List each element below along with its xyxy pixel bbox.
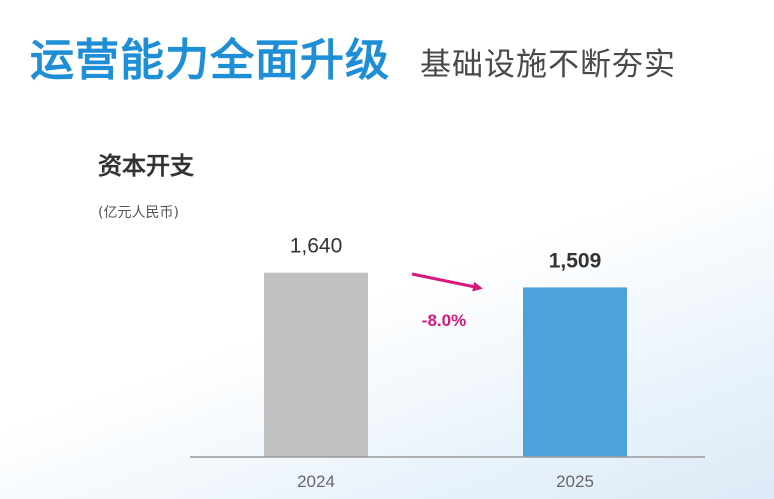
- change-arrow-icon: [411, 272, 483, 292]
- change-label: -8.0%: [422, 311, 466, 330]
- x-tick-label-2025: 2025: [556, 472, 594, 491]
- headline: 运营能力全面升级 基础设施不断夯实: [30, 24, 676, 86]
- value-label-2025: 1,509: [549, 249, 602, 272]
- chart-title: 资本开支: [98, 152, 194, 180]
- bar-2024: [264, 272, 368, 457]
- value-label-2024: 1,640: [290, 235, 343, 258]
- x-tick-label-2024: 2024: [297, 472, 335, 491]
- page-subtitle: 基础设施不断夯实: [420, 47, 676, 83]
- page-title: 运营能力全面升级: [30, 35, 390, 86]
- bar-2025: [523, 287, 627, 457]
- chart-unit: (亿元人民币): [98, 205, 179, 221]
